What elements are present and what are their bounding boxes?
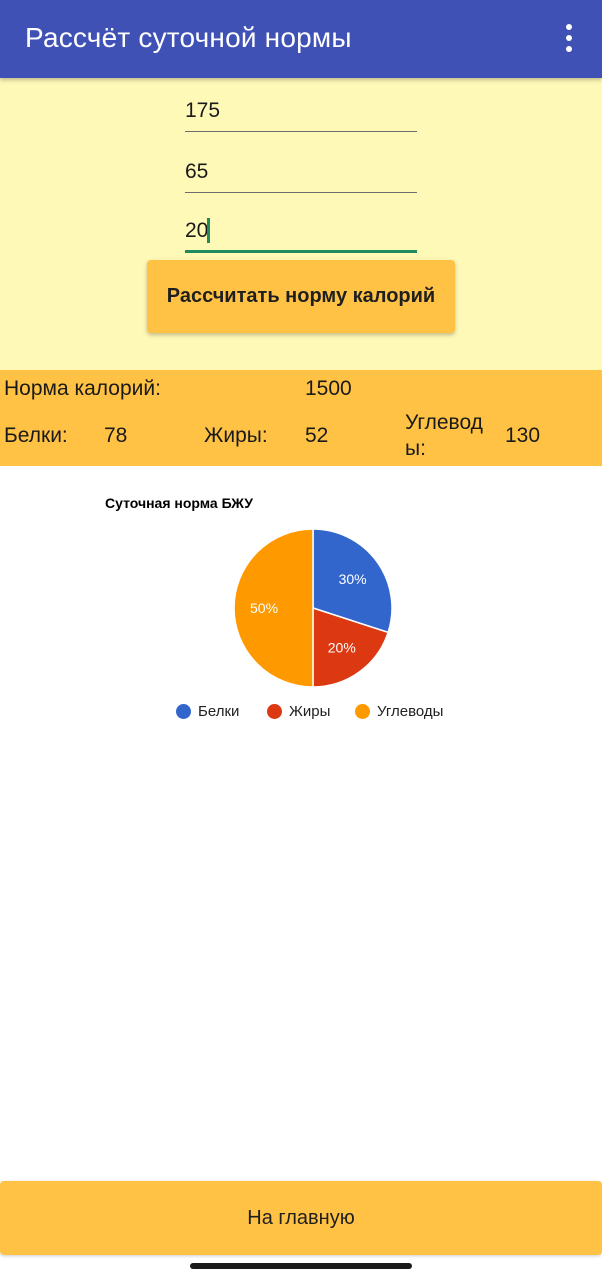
calories-value: 1500 [305, 377, 352, 400]
legend-color-dot [267, 704, 282, 719]
pie-slice-label: 50% [250, 600, 278, 616]
height-input[interactable] [185, 90, 417, 132]
home-button[interactable]: На главную [0, 1181, 602, 1255]
calculate-calories-button[interactable]: Рассчитать норму калорий [147, 260, 455, 333]
legend-label: Белки [198, 703, 240, 720]
legend-label: Углеводы [377, 703, 444, 720]
fat-label: Жиры: [204, 424, 268, 447]
legend-color-dot [355, 704, 370, 719]
fat-value: 52 [305, 424, 329, 447]
carbs-label: Углеводы: [405, 411, 483, 460]
results-panel: Норма калорий: 1500 Белки: 78 Жиры: 52 У… [0, 370, 602, 466]
legend-color-dot [176, 704, 191, 719]
chart-title: Суточная норма БЖУ [105, 495, 254, 511]
text-cursor [207, 218, 210, 243]
pie-slice-Белки[interactable] [312, 528, 393, 634]
chart-legend: Белки Жиры Углеводы [0, 703, 602, 725]
weight-input[interactable] [185, 151, 417, 193]
pie-slice-Жиры[interactable] [312, 606, 390, 688]
pie-slice-label: 30% [339, 571, 367, 587]
more-vertical-icon[interactable] [554, 18, 584, 58]
menu-dot [566, 24, 572, 30]
calories-label: Норма калорий: [4, 377, 161, 400]
pie-slice-label: 20% [328, 640, 356, 656]
protein-label: Белки: [4, 424, 68, 447]
legend-item[interactable]: Белки [176, 703, 239, 720]
protein-value: 78 [104, 424, 128, 447]
page-title: Рассчёт суточной нормы [25, 22, 352, 53]
app-bar: Рассчёт суточной нормы [0, 0, 602, 78]
menu-dot [566, 35, 572, 41]
legend-item[interactable]: Жиры [267, 703, 330, 720]
menu-dot [566, 46, 572, 52]
legend-label: Жиры [289, 703, 331, 720]
macros-chart: 30% 20% 50% Суточная норма БЖУ Белки Жиры Уг… [0, 466, 602, 746]
age-input[interactable] [185, 211, 417, 253]
pie-slice-Углеводы[interactable] [233, 528, 314, 688]
legend-item[interactable]: Углеводы [355, 703, 443, 720]
input-panel: Рассчитать норму калорий [0, 78, 602, 370]
gesture-navigation-bar[interactable] [190, 1263, 412, 1269]
carbs-value: 130 [505, 424, 541, 447]
pie-chart: 30% 20% 50% [233, 528, 393, 688]
